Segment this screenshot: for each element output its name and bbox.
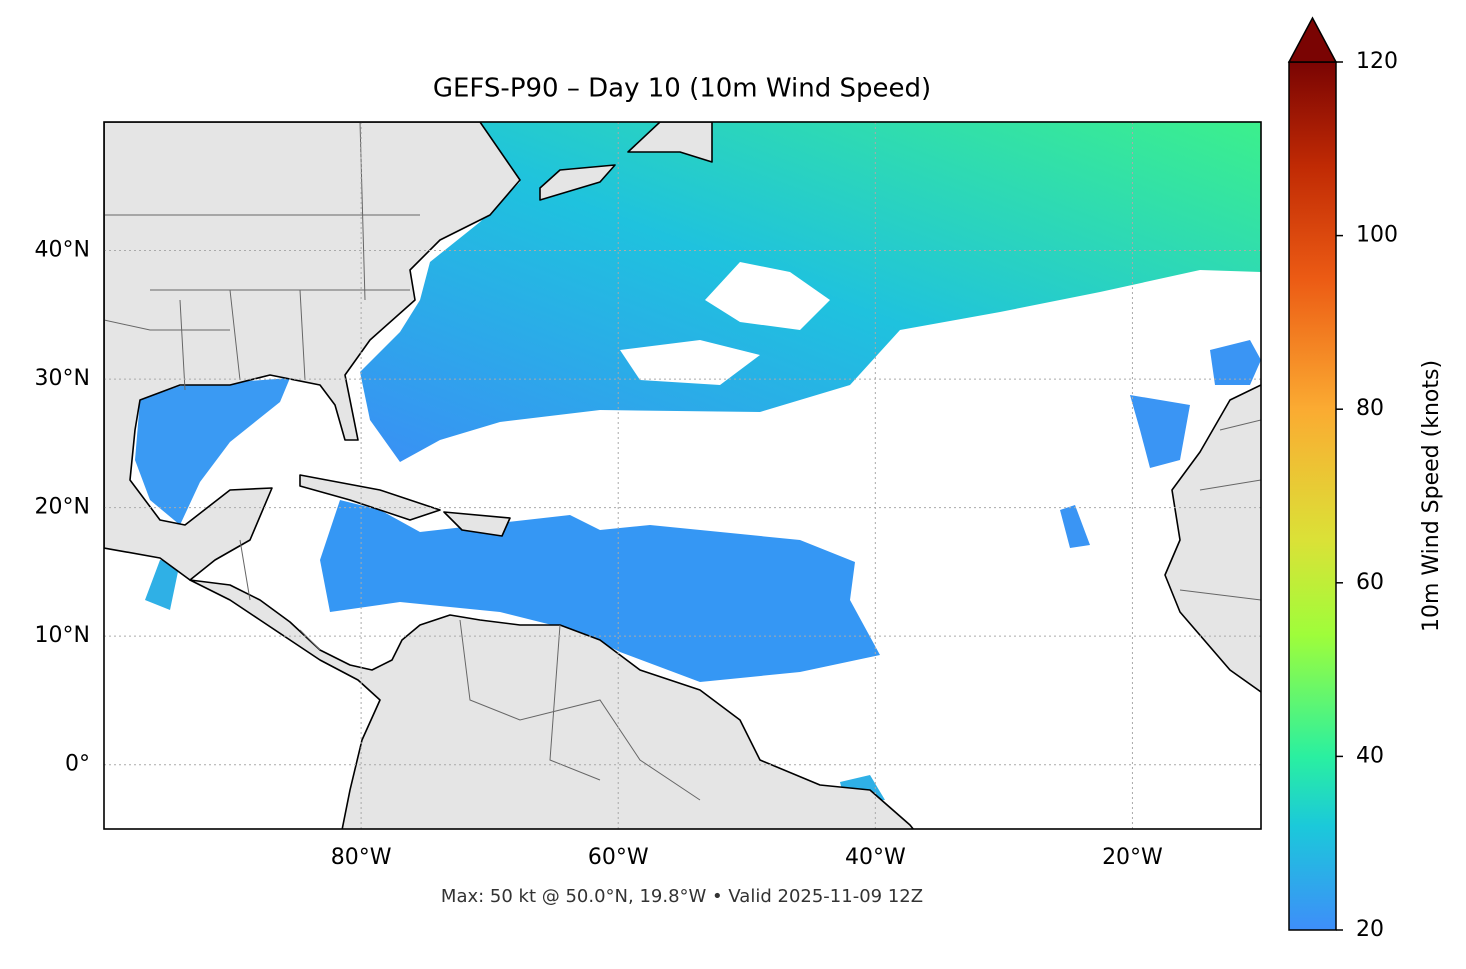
map (104, 122, 1261, 829)
chart-title: GEFS-P90 – Day 10 (10m Wind Speed) (433, 74, 931, 104)
colorbar-tick-label: 100 (1356, 223, 1398, 248)
x-tick-label: 60°W (588, 845, 649, 870)
axes: 80°W 60°W 40°W 20°W 0° 10°N 20°N 30°N 40°N (35, 238, 1164, 870)
colorbar-tick-label: 20 (1356, 917, 1384, 942)
y-tick-label: 10°N (35, 623, 90, 648)
land (104, 122, 1261, 829)
colorbar: 10m Wind Speed (knots) 20 40 60 80 100 120 (1287, 16, 1444, 942)
colorbar-label: 10m Wind Speed (knots) (1419, 360, 1444, 632)
y-tick-label: 40°N (35, 238, 90, 263)
colorbar-ramp (1288, 61, 1337, 931)
y-tick-label: 20°N (35, 495, 90, 520)
colorbar-tick-label: 80 (1356, 396, 1384, 421)
x-tick-label: 40°W (845, 845, 906, 870)
plot-frame (103, 121, 1262, 830)
x-tick-label: 80°W (331, 845, 392, 870)
colorbar-tick-label: 120 (1356, 49, 1398, 74)
colorbar-extend (1287, 16, 1338, 63)
y-tick-label: 30°N (35, 366, 90, 391)
y-tick-label: 0° (65, 752, 90, 777)
colorbar-tick-label: 60 (1356, 570, 1384, 595)
annotation: Max: 50 kt @ 50.0°N, 19.8°W • Valid 2025… (441, 886, 923, 907)
x-tick-label: 20°W (1102, 845, 1163, 870)
colorbar-tick-label: 40 (1356, 743, 1384, 768)
